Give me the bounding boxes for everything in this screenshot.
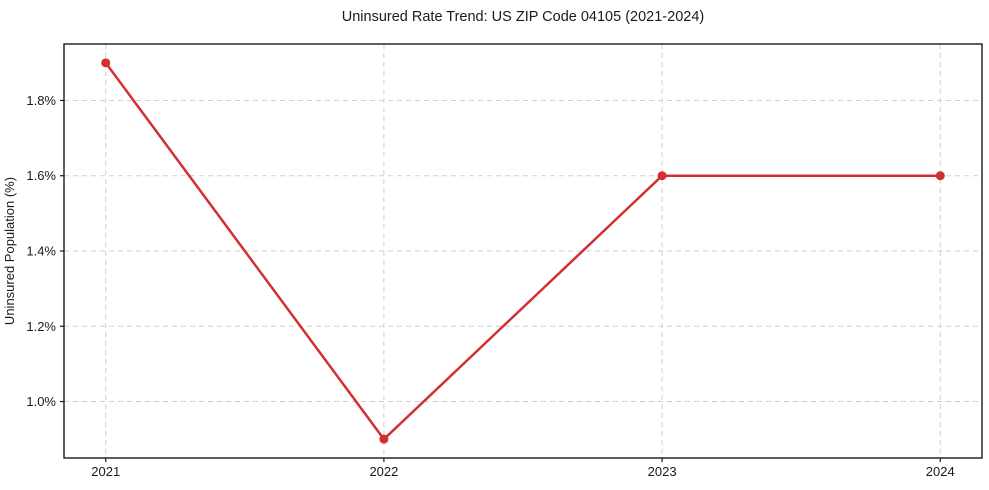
gridlines: [64, 44, 982, 458]
chart-title: Uninsured Rate Trend: US ZIP Code 04105 …: [342, 9, 704, 25]
data-point: [935, 171, 945, 181]
x-axis-ticks: 2021 2022 2023 2024: [91, 458, 955, 479]
y-tick-label: 1.0%: [26, 394, 56, 409]
y-axis-label: Uninsured Population (%): [2, 177, 17, 325]
data-point: [657, 171, 667, 181]
x-tick-label: 2022: [369, 464, 398, 479]
x-tick-label: 2023: [648, 464, 677, 479]
y-tick-label: 1.8%: [26, 93, 56, 108]
y-tick-label: 1.2%: [26, 319, 56, 334]
x-tick-label: 2024: [926, 464, 955, 479]
y-tick-label: 1.6%: [26, 168, 56, 183]
data-series: [101, 58, 945, 444]
data-point: [379, 434, 389, 444]
data-point: [101, 58, 111, 68]
series-line: [104, 61, 942, 441]
x-tick-label: 2021: [91, 464, 120, 479]
y-tick-label: 1.4%: [26, 244, 56, 259]
y-axis-ticks: 1.0% 1.2% 1.4% 1.6% 1.8%: [26, 93, 64, 409]
